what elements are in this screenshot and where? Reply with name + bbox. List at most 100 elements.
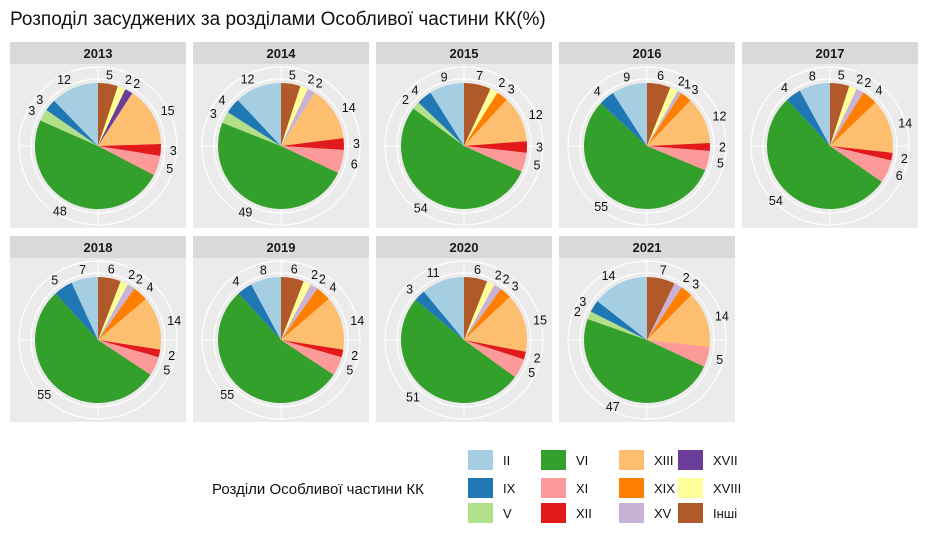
pie-label-xvii: 2 xyxy=(133,77,140,91)
facet-strip-label: 2014 xyxy=(267,46,297,61)
pie-slice-other xyxy=(98,83,118,146)
pie-slice-xii xyxy=(830,146,893,161)
pie-slice-xii xyxy=(464,141,528,153)
pie-label-xii: 3 xyxy=(170,144,177,158)
pie-label-vi: 47 xyxy=(606,400,620,414)
pie-slice-xv xyxy=(647,283,682,340)
pie-slice-xix xyxy=(647,93,691,146)
pie-slice-xix xyxy=(98,288,146,340)
pie-label-xiii: 15 xyxy=(533,313,547,327)
legend-swatch xyxy=(468,450,493,470)
pie-slice-vi xyxy=(584,318,705,403)
facet-strip xyxy=(193,236,369,258)
pie-slice-xi xyxy=(464,340,524,378)
pie-label-vi: 51 xyxy=(406,390,420,404)
pie-label-other: 6 xyxy=(474,263,481,277)
pie-label-xix: 3 xyxy=(692,278,699,292)
pie-slice-other xyxy=(647,277,675,340)
pie-label-xviii: 2 xyxy=(495,268,502,282)
legend-swatch xyxy=(678,450,703,470)
legend-item-vi: VI xyxy=(541,450,588,470)
pie-slice-xi xyxy=(281,146,344,173)
legend-label: XVII xyxy=(713,452,738,468)
facet-strip-label: 2020 xyxy=(450,240,479,255)
pie-slice-xviii xyxy=(98,86,126,146)
facet-strip xyxy=(10,42,186,64)
pie-slice-xv xyxy=(281,89,315,146)
legend-item-xv: XV xyxy=(619,503,671,523)
pie-slice-xiii xyxy=(281,92,344,146)
legend-item-xviii: XVIII xyxy=(678,478,741,498)
pie-slice-ii xyxy=(54,83,98,146)
pie-slice-xvii xyxy=(98,89,133,146)
pie-label-xviii: 2 xyxy=(856,73,863,87)
pie-slice-xviii xyxy=(464,281,495,340)
pie-label-xv: 2 xyxy=(503,273,510,287)
pie-label-xviii: 2 xyxy=(678,75,685,89)
pie-slice-v xyxy=(40,109,98,146)
pie-slice-ix xyxy=(227,100,281,146)
pie-slice-ii xyxy=(597,276,647,340)
legend-label: IX xyxy=(503,480,516,496)
pie-slice-vi xyxy=(401,299,515,403)
pie-label-xviii: 2 xyxy=(498,76,505,90)
pie-slice-xv xyxy=(98,284,135,340)
pie-label-ix: 4 xyxy=(219,94,226,108)
pie-label-ii: 12 xyxy=(241,73,255,87)
pie-label-xii: 2 xyxy=(901,152,908,166)
legend-label: Інші xyxy=(713,505,738,521)
pie-label-xix: 4 xyxy=(147,280,154,294)
pie-slice-xi xyxy=(830,146,892,182)
pie-label-xviii: 2 xyxy=(125,73,132,87)
facet-strip-label: 2015 xyxy=(450,46,479,61)
pie-slice-ii xyxy=(423,277,464,340)
pie-label-ii: 14 xyxy=(602,269,616,283)
legend-swatch xyxy=(678,478,703,498)
pie-slice-xviii xyxy=(464,88,498,146)
pie-label-ii: 8 xyxy=(809,70,816,84)
pie-slice-vi xyxy=(34,120,154,210)
pie-slice-ix xyxy=(415,291,464,340)
legend-item-ix: IX xyxy=(468,478,515,498)
pie-label-vi: 54 xyxy=(769,194,783,208)
pie-slice-xi xyxy=(464,146,527,172)
pie-slice-vi xyxy=(584,103,706,209)
pie-label-xii: 3 xyxy=(353,137,360,151)
legend-item-xix: XIX xyxy=(619,478,675,498)
pie-slice-xi xyxy=(98,146,161,176)
pie-slice-xiii xyxy=(98,93,161,146)
pie-label-xv: 2 xyxy=(683,271,690,285)
legend-label: XV xyxy=(654,505,672,521)
pie-slice-vi xyxy=(400,108,522,210)
pie-slice-ii xyxy=(430,83,464,146)
facet-strip-label: 2013 xyxy=(84,46,113,61)
legend-swatch xyxy=(619,478,644,498)
pie-slice-v xyxy=(587,311,647,340)
pie-label-xv: 1 xyxy=(684,78,691,92)
pie-slice-xii xyxy=(647,143,711,151)
pie-label-xviii: 2 xyxy=(128,268,135,282)
legend-label: VI xyxy=(576,452,589,468)
pie-label-v: 2 xyxy=(402,93,409,107)
legend-label: XIII xyxy=(654,452,674,468)
legend-swatch xyxy=(468,478,493,498)
legend-label: V xyxy=(503,505,512,521)
pie-slice-xi xyxy=(281,340,342,375)
pie-label-xix: 3 xyxy=(692,83,699,97)
legend-swatch xyxy=(541,503,566,523)
pie-label-ix: 4 xyxy=(594,84,601,98)
legend-item-other: Інші xyxy=(678,503,737,523)
facet-strip-label: 2021 xyxy=(633,240,662,255)
pie-label-xv: 2 xyxy=(864,76,871,90)
legend-item-xii: XII xyxy=(541,503,592,523)
pie-slice-ii xyxy=(251,277,281,340)
pie-slice-xiii xyxy=(647,100,710,146)
pie-label-xi: 5 xyxy=(534,158,541,172)
facet-strip xyxy=(559,236,735,258)
pie-slice-xii xyxy=(281,340,344,358)
